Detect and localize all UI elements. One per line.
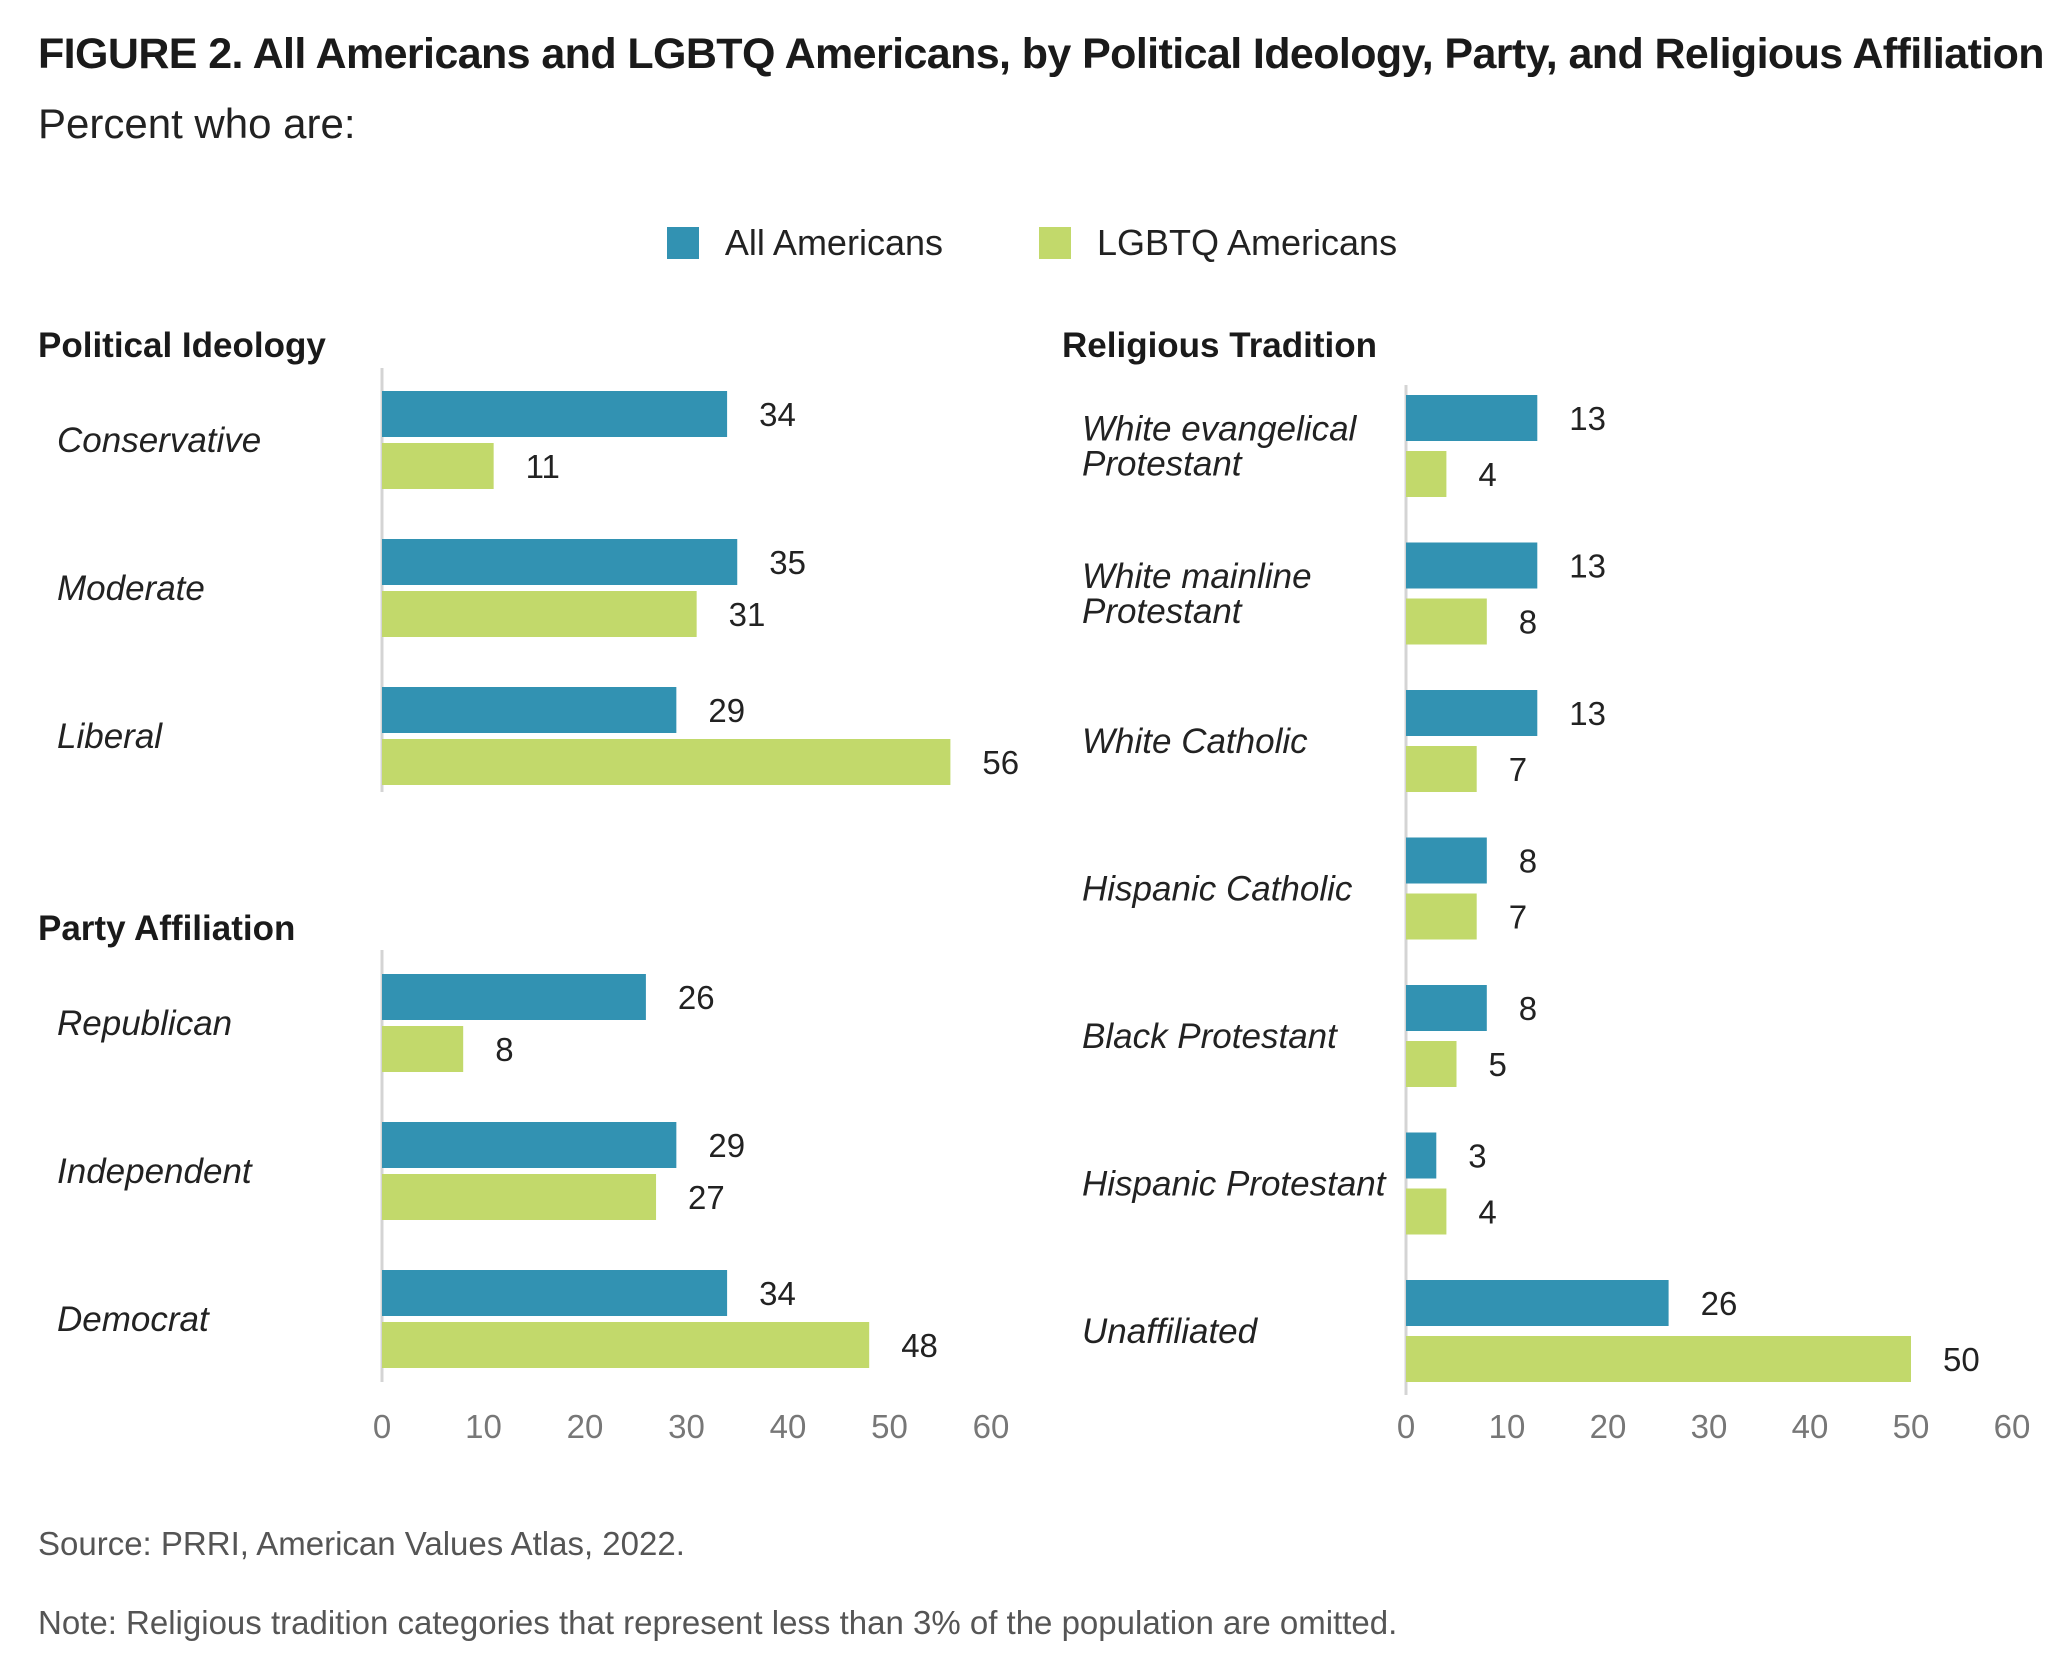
bar-religious-tradition-black-protestant-all-americans: [1406, 985, 1487, 1031]
x-tick-religious-tradition-20: 20: [1590, 1408, 1627, 1445]
x-tick-religious-tradition-30: 30: [1691, 1408, 1728, 1445]
legend-label-all-americans: All Americans: [724, 222, 943, 263]
bar-religious-tradition-white-catholic-all-americans: [1406, 690, 1538, 736]
category-label-republican: Republican: [57, 1004, 232, 1043]
data-label-religious-tradition-black-protestant-all-americans: 8: [1519, 990, 1537, 1027]
panel-title-religious-tradition: Religious Tradition: [1062, 326, 1377, 365]
data-label-party-affiliation-independent-all-americans: 29: [708, 1127, 745, 1164]
category-label-black-protestant: Black Protestant: [1082, 1017, 1338, 1056]
bar-party-affiliation-republican-lgbtq-americans: [382, 1026, 464, 1072]
x-tick-party-affiliation-30: 30: [668, 1408, 705, 1445]
x-tick-religious-tradition-0: 0: [1397, 1408, 1415, 1445]
data-label-religious-tradition-white-evangelical-protestant-all-americans: 13: [1569, 400, 1606, 437]
data-label-political-ideology-moderate-lgbtq-americans: 31: [729, 596, 766, 633]
category-label-moderate: Moderate: [57, 569, 205, 608]
data-label-party-affiliation-republican-lgbtq-americans: 8: [495, 1031, 513, 1068]
bar-political-ideology-conservative-all-americans: [382, 391, 728, 437]
panel-title-political-ideology: Political Ideology: [38, 326, 326, 365]
bar-religious-tradition-white-evangelical-protestant-lgbtq-americans: [1406, 451, 1447, 497]
data-label-religious-tradition-white-mainline-protestant-lgbtq-americans: 8: [1519, 604, 1537, 641]
data-label-political-ideology-liberal-lgbtq-americans: 56: [982, 744, 1019, 781]
x-tick-party-affiliation-10: 10: [465, 1408, 502, 1445]
x-tick-religious-tradition-10: 10: [1489, 1408, 1526, 1445]
legend-swatch-all-americans: [666, 227, 699, 259]
charts-canvas: Political IdeologyConservative3411Modera…: [38, 326, 2031, 1445]
bar-religious-tradition-white-evangelical-protestant-all-americans: [1406, 395, 1538, 441]
bar-religious-tradition-white-catholic-lgbtq-americans: [1406, 746, 1477, 792]
bar-religious-tradition-hispanic-catholic-all-americans: [1406, 837, 1487, 884]
bar-religious-tradition-hispanic-protestant-all-americans: [1406, 1132, 1437, 1179]
data-label-political-ideology-conservative-lgbtq-americans: 11: [526, 448, 560, 485]
chart-subtitle: Percent who are:: [38, 100, 356, 147]
data-label-religious-tradition-unaffiliated-lgbtq-americans: 50: [1943, 1341, 1980, 1378]
bar-party-affiliation-independent-lgbtq-americans: [382, 1174, 657, 1220]
data-label-party-affiliation-republican-all-americans: 26: [678, 979, 715, 1016]
data-label-religious-tradition-white-catholic-all-americans: 13: [1569, 695, 1606, 732]
data-label-religious-tradition-hispanic-catholic-all-americans: 8: [1519, 843, 1537, 880]
bar-political-ideology-liberal-all-americans: [382, 687, 677, 733]
chart-title: FIGURE 2. All Americans and LGBTQ Americ…: [38, 30, 2045, 78]
bar-party-affiliation-independent-all-americans: [382, 1122, 677, 1168]
bar-political-ideology-conservative-lgbtq-americans: [382, 443, 494, 489]
category-label-white-catholic: White Catholic: [1082, 722, 1308, 761]
category-label-liberal: Liberal: [57, 717, 163, 756]
category-label-democrat: Democrat: [57, 1300, 210, 1339]
data-label-party-affiliation-independent-lgbtq-americans: 27: [688, 1179, 725, 1216]
bar-religious-tradition-white-mainline-protestant-all-americans: [1406, 542, 1538, 589]
x-tick-party-affiliation-40: 40: [770, 1408, 807, 1445]
category-label-unaffiliated: Unaffiliated: [1082, 1312, 1259, 1351]
bar-political-ideology-moderate-all-americans: [382, 539, 738, 585]
category-label-white-mainline-protestant: White mainline Protestant: [1082, 557, 1312, 631]
bar-party-affiliation-democrat-lgbtq-americans: [382, 1322, 870, 1368]
x-tick-party-affiliation-0: 0: [373, 1408, 391, 1445]
bar-religious-tradition-unaffiliated-all-americans: [1406, 1280, 1669, 1326]
panel-title-party-affiliation: Party Affiliation: [38, 909, 295, 948]
data-label-political-ideology-moderate-all-americans: 35: [769, 544, 806, 581]
footnote: Note: Religious tradition categories tha…: [38, 1604, 1398, 1641]
data-label-religious-tradition-white-catholic-lgbtq-americans: 7: [1509, 751, 1527, 788]
legend-item-all-americans: All Americans: [666, 222, 943, 264]
bar-party-affiliation-democrat-all-americans: [382, 1270, 728, 1316]
source-note: Source: PRRI, American Values Atlas, 202…: [38, 1525, 685, 1562]
data-label-party-affiliation-democrat-all-americans: 34: [759, 1275, 796, 1312]
data-label-political-ideology-conservative-all-americans: 34: [759, 396, 796, 433]
legend-label-lgbtq-americans: LGBTQ Americans: [1096, 222, 1398, 263]
data-label-religious-tradition-hispanic-protestant-all-americans: 3: [1468, 1138, 1486, 1175]
category-label-conservative: Conservative: [57, 421, 261, 460]
bar-religious-tradition-white-mainline-protestant-lgbtq-americans: [1406, 598, 1487, 645]
category-label-white-evangelical-protestant: White evangelical Protestant: [1082, 410, 1358, 484]
data-label-religious-tradition-hispanic-catholic-lgbtq-americans: 7: [1509, 899, 1527, 936]
category-label-independent: Independent: [57, 1152, 253, 1191]
x-tick-party-affiliation-50: 50: [871, 1408, 908, 1445]
bar-religious-tradition-black-protestant-lgbtq-americans: [1406, 1041, 1457, 1087]
data-label-religious-tradition-white-mainline-protestant-all-americans: 13: [1569, 548, 1606, 585]
bar-party-affiliation-republican-all-americans: [382, 974, 646, 1020]
data-label-political-ideology-liberal-all-americans: 29: [708, 692, 745, 729]
category-label-hispanic-catholic: Hispanic Catholic: [1082, 870, 1353, 909]
x-tick-party-affiliation-60: 60: [973, 1408, 1010, 1445]
data-label-party-affiliation-democrat-lgbtq-americans: 48: [901, 1327, 938, 1364]
category-label-hispanic-protestant: Hispanic Protestant: [1082, 1165, 1387, 1204]
x-tick-religious-tradition-60: 60: [1994, 1408, 2031, 1445]
bar-political-ideology-moderate-lgbtq-americans: [382, 591, 697, 637]
bar-political-ideology-liberal-lgbtq-americans: [382, 739, 951, 785]
data-label-religious-tradition-black-protestant-lgbtq-americans: 5: [1489, 1046, 1507, 1083]
x-tick-religious-tradition-50: 50: [1893, 1408, 1930, 1445]
legend-item-lgbtq-americans: LGBTQ Americans: [1038, 222, 1398, 264]
legend: All Americans LGBTQ Americans: [0, 222, 2064, 264]
legend-swatch-lgbtq-americans: [1038, 227, 1071, 259]
bar-religious-tradition-unaffiliated-lgbtq-americans: [1406, 1336, 1911, 1382]
x-tick-party-affiliation-20: 20: [567, 1408, 604, 1445]
bar-religious-tradition-hispanic-catholic-lgbtq-americans: [1406, 893, 1477, 940]
data-label-religious-tradition-hispanic-protestant-lgbtq-americans: 4: [1478, 1194, 1496, 1231]
bar-religious-tradition-hispanic-protestant-lgbtq-americans: [1406, 1188, 1447, 1235]
x-tick-religious-tradition-40: 40: [1792, 1408, 1829, 1445]
data-label-religious-tradition-white-evangelical-protestant-lgbtq-americans: 4: [1478, 456, 1496, 493]
data-label-religious-tradition-unaffiliated-all-americans: 26: [1701, 1285, 1738, 1322]
